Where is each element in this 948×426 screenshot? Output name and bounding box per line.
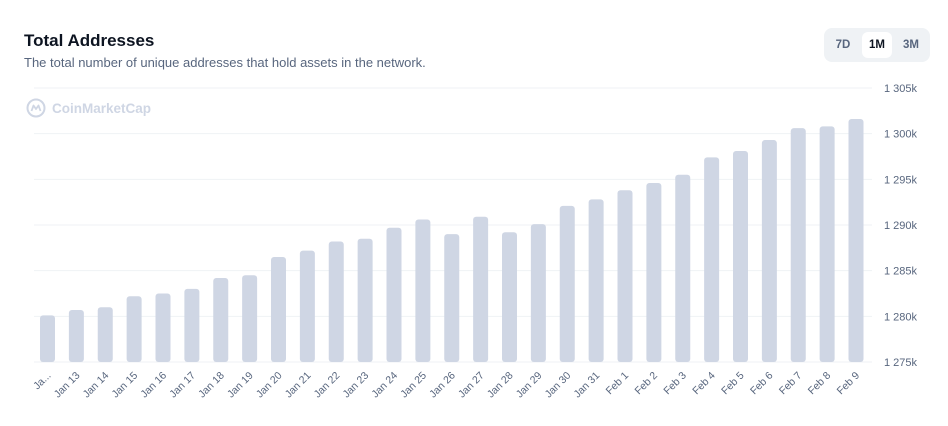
y-tick-label: 1 300k: [884, 129, 918, 141]
bar[interactable]: [704, 157, 720, 362]
x-tick-label: Jan 31: [571, 370, 602, 401]
watermark-text: CoinMarketCap: [52, 100, 152, 116]
x-tick-label: Feb 7: [777, 370, 805, 398]
chart-title: Total Addresses: [24, 31, 155, 50]
coinmarketcap-watermark: CoinMarketCap: [26, 98, 151, 118]
x-tick-label: Feb 6: [748, 370, 776, 398]
x-tick-label: Jan 16: [138, 370, 169, 401]
bar[interactable]: [126, 296, 142, 362]
bar[interactable]: [97, 307, 113, 362]
coinmarketcap-logo-icon: [26, 98, 46, 118]
x-tick-label: Jan 30: [543, 370, 574, 401]
y-axis-ticks: 1 275k 1 280k 1 285k 1 290k 1 295k 1 300k 1 30…: [884, 83, 918, 369]
bar[interactable]: [386, 227, 402, 362]
bar[interactable]: [271, 256, 286, 362]
bar[interactable]: [155, 293, 171, 363]
y-tick-label: 1 290k: [884, 220, 918, 232]
x-tick-label: Jan 26: [427, 370, 458, 401]
x-tick-label: Jan 15: [109, 370, 140, 401]
bar[interactable]: [761, 140, 777, 362]
x-tick-label: Jan 28: [485, 370, 516, 401]
x-tick-label: Jan 24: [369, 370, 400, 401]
bar[interactable]: [588, 199, 604, 362]
y-tick-label: 1 305k: [884, 83, 918, 95]
bars: [40, 119, 864, 362]
bar[interactable]: [530, 224, 546, 362]
bar[interactable]: [819, 126, 835, 362]
time-range-selector: 7D 1M 3M: [824, 28, 930, 62]
bar[interactable]: [184, 288, 200, 362]
x-tick-label: Feb 3: [661, 370, 689, 398]
x-tick-label: Jan 13: [52, 370, 83, 401]
x-tick-label: Jan 25: [398, 370, 429, 401]
bar[interactable]: [559, 205, 575, 362]
x-tick-label: Jan 29: [514, 370, 545, 401]
x-tick-label: Jan 21: [283, 370, 314, 401]
bar[interactable]: [444, 234, 460, 362]
x-tick-label: Feb 8: [806, 370, 834, 398]
bar[interactable]: [357, 238, 373, 362]
x-tick-label: Jan 20: [254, 370, 285, 401]
bar[interactable]: [790, 128, 806, 362]
y-tick-label: 1 280k: [884, 311, 918, 323]
bar[interactable]: [646, 182, 662, 362]
range-3m-button[interactable]: 3M: [903, 39, 919, 51]
x-tick-label: Jan 23: [340, 370, 371, 401]
chart-subtitle: The total number of unique addresses tha…: [24, 55, 426, 70]
bar[interactable]: [213, 277, 229, 362]
bar[interactable]: [242, 275, 258, 362]
bar[interactable]: [415, 219, 431, 362]
x-tick-label: Jan 17: [167, 370, 198, 401]
x-tick-label: Feb 4: [690, 370, 718, 398]
x-tick-label: Jan 18: [196, 370, 227, 401]
y-tick-label: 1 295k: [884, 174, 918, 186]
x-tick-label: Feb 1: [604, 370, 632, 398]
x-tick-label: Feb 2: [633, 370, 661, 398]
bar[interactable]: [733, 151, 748, 362]
range-7d-button[interactable]: 7D: [835, 39, 851, 51]
grid-lines: [34, 87, 872, 363]
x-tick-label: Jan 14: [81, 370, 112, 401]
y-tick-label: 1 285k: [884, 266, 918, 278]
x-tick-label: Feb 5: [719, 370, 747, 398]
y-tick-label: 1 275k: [884, 357, 918, 369]
bar[interactable]: [40, 315, 55, 362]
x-tick-label: Jan 27: [456, 370, 487, 401]
bar[interactable]: [617, 190, 633, 362]
x-tick-label: Jan 19: [225, 370, 256, 401]
bar[interactable]: [299, 250, 315, 362]
bar[interactable]: [502, 232, 517, 362]
x-tick-label: Feb 9: [835, 370, 863, 398]
x-tick-label: Jan 22: [312, 370, 343, 401]
bar[interactable]: [328, 241, 344, 362]
x-tick-label: Ja...: [31, 370, 54, 393]
bar[interactable]: [68, 309, 84, 362]
bar[interactable]: [848, 119, 864, 362]
range-1m-button[interactable]: 1M: [862, 32, 892, 58]
bar[interactable]: [675, 174, 691, 362]
bar[interactable]: [473, 216, 489, 362]
